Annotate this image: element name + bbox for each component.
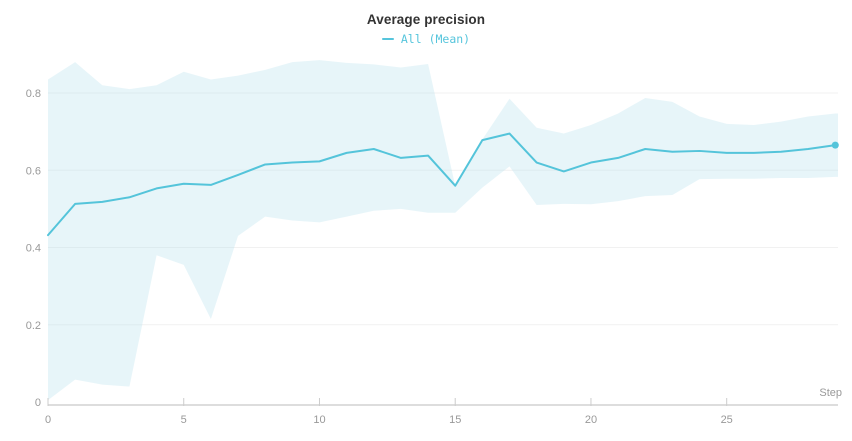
x-tick-label: 25 (721, 414, 733, 426)
y-tick-label: 0.2 (26, 320, 41, 332)
mean-line[interactable] (47, 132, 837, 237)
y-tick-label: 0 (35, 397, 41, 409)
x-tick-label: 10 (313, 414, 325, 426)
confidence-band (48, 60, 838, 401)
x-axis-title: Step (819, 387, 842, 399)
y-tick-label: 0.6 (26, 165, 41, 177)
x-tick-label: 0 (45, 414, 51, 426)
legend-label: All (Mean) (400, 32, 471, 46)
endpoint-marker[interactable] (831, 141, 839, 149)
x-tick-label: 5 (181, 414, 187, 426)
x-tick-label: 20 (585, 414, 597, 426)
y-tick-label: 0.8 (26, 88, 41, 100)
legend-line-icon (381, 37, 394, 41)
x-tick-label: 15 (449, 414, 461, 426)
y-tick-label: 0.4 (26, 243, 41, 255)
legend[interactable]: All (Mean) (0, 32, 852, 46)
